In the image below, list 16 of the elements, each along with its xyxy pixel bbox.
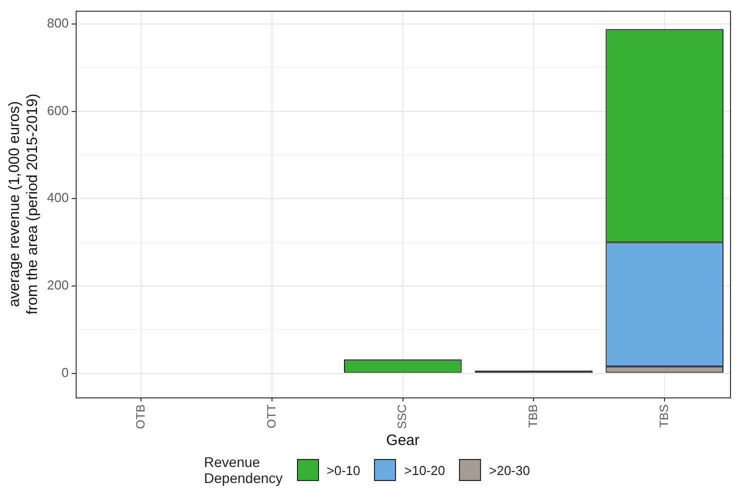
y-tick-label: 600 [46, 102, 69, 118]
x-tick-label: OTT [264, 404, 278, 428]
x-axis-title: Gear [386, 432, 420, 450]
y-tick-label: 0 [61, 364, 69, 380]
y-tick-label: 200 [46, 278, 69, 293]
x-tick-label: TBB [526, 404, 540, 428]
x-tick-label: SSC [395, 404, 410, 430]
y-axis-title: average revenue (1,000 euros) from the area (period 2015-2019) [6, 94, 42, 315]
legend-label: >10-20 [404, 462, 446, 478]
y-tick-label: 400 [46, 190, 69, 206]
legend-label: >20-30 [489, 462, 530, 478]
y-tick-label: 800 [46, 15, 69, 30]
x-tick-label: OTB [133, 404, 148, 429]
legend-title: Revenue Dependency [204, 454, 283, 486]
x-tick-label: TBS [656, 404, 671, 428]
legend-label: >0-10 [326, 462, 360, 478]
